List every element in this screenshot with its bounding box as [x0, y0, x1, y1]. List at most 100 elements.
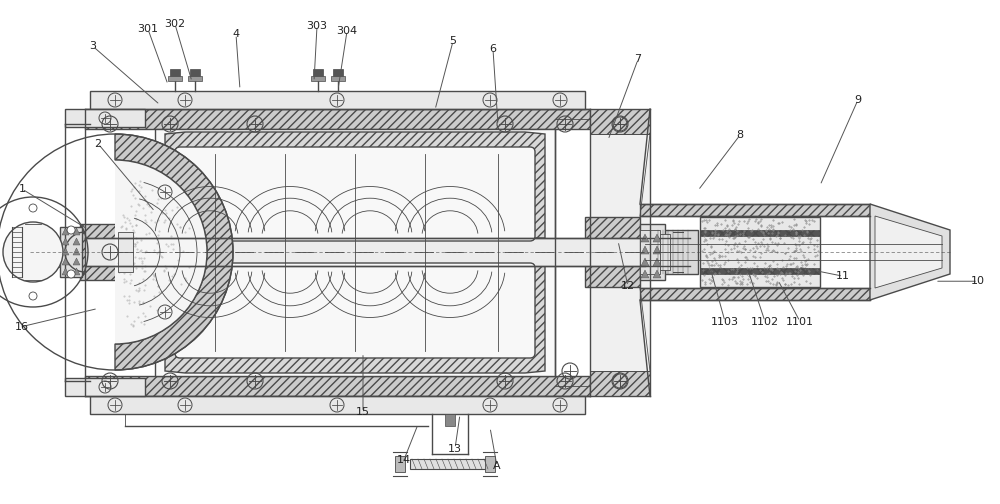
Bar	[395, 456, 405, 472]
Polygon shape	[165, 132, 545, 238]
Polygon shape	[641, 234, 649, 242]
Bar	[419, 154, 431, 236]
Bar	[640, 230, 660, 274]
Bar	[700, 230, 820, 236]
Text: 12: 12	[621, 281, 635, 291]
Bar	[590, 109, 650, 134]
Text: 3: 3	[90, 41, 96, 51]
Bar	[80, 224, 118, 280]
Polygon shape	[653, 246, 661, 254]
Bar	[190, 69, 200, 77]
Bar	[700, 268, 820, 274]
Polygon shape	[62, 268, 69, 275]
FancyBboxPatch shape	[175, 263, 535, 358]
Text: 303: 303	[306, 21, 328, 31]
Text: 13: 13	[448, 444, 462, 454]
Bar	[349, 154, 361, 236]
Text: 1101: 1101	[786, 317, 814, 327]
Bar	[60, 227, 82, 277]
Bar	[349, 268, 361, 353]
Polygon shape	[62, 258, 69, 265]
Text: 8: 8	[736, 130, 744, 140]
Text: 9: 9	[854, 95, 862, 105]
Bar	[640, 224, 665, 280]
Text: 6: 6	[490, 44, 496, 54]
Text: 14: 14	[397, 455, 411, 465]
Text: 15: 15	[356, 407, 370, 417]
Circle shape	[3, 222, 63, 282]
Bar	[585, 217, 640, 287]
Bar	[485, 456, 495, 472]
Text: 5: 5	[450, 36, 456, 46]
Bar	[419, 268, 431, 353]
Bar	[65, 109, 145, 127]
Bar	[658, 232, 693, 272]
Text: 7: 7	[634, 54, 642, 65]
Bar	[333, 69, 343, 77]
Bar	[313, 69, 323, 77]
Polygon shape	[641, 246, 649, 254]
Text: 10: 10	[971, 276, 985, 286]
Polygon shape	[73, 228, 80, 235]
Text: A: A	[493, 461, 501, 471]
Polygon shape	[73, 248, 80, 255]
Text: 302: 302	[164, 19, 186, 29]
Polygon shape	[62, 238, 69, 245]
Bar	[90, 91, 585, 109]
Text: 1102: 1102	[751, 317, 779, 327]
Circle shape	[29, 292, 37, 300]
Polygon shape	[641, 270, 649, 278]
Bar	[168, 76, 182, 81]
Bar	[65, 378, 145, 396]
Bar	[45, 237, 60, 267]
Text: 2: 2	[94, 139, 102, 149]
Polygon shape	[73, 258, 80, 265]
Polygon shape	[653, 258, 661, 266]
Text: 16: 16	[15, 322, 29, 332]
Polygon shape	[73, 268, 80, 275]
Polygon shape	[653, 270, 661, 278]
Text: 11: 11	[836, 271, 850, 281]
Bar	[640, 288, 870, 300]
Bar	[85, 109, 590, 129]
Bar	[445, 414, 455, 426]
Bar	[410, 459, 490, 469]
Bar	[170, 69, 180, 77]
Text: 4: 4	[232, 29, 240, 39]
Bar	[660, 234, 670, 270]
Bar	[85, 376, 590, 396]
Bar	[590, 371, 650, 396]
Text: 301: 301	[138, 24, 158, 34]
Circle shape	[67, 226, 75, 234]
Polygon shape	[62, 248, 69, 255]
Polygon shape	[165, 266, 545, 373]
Circle shape	[67, 270, 75, 278]
Bar	[279, 154, 291, 236]
Text: 1: 1	[18, 184, 26, 194]
Polygon shape	[62, 228, 69, 235]
Bar	[311, 76, 325, 81]
FancyBboxPatch shape	[175, 147, 535, 241]
Polygon shape	[870, 204, 950, 300]
Bar	[188, 76, 202, 81]
Bar	[85, 238, 690, 266]
Polygon shape	[653, 234, 661, 242]
Wedge shape	[115, 160, 207, 344]
Wedge shape	[115, 134, 233, 370]
Bar	[590, 109, 650, 396]
Text: 1103: 1103	[711, 317, 739, 327]
Text: 304: 304	[336, 26, 358, 36]
Bar	[118, 232, 133, 272]
Bar	[492, 154, 504, 236]
Bar	[209, 268, 221, 353]
Polygon shape	[73, 238, 80, 245]
Bar	[492, 268, 504, 353]
Circle shape	[29, 204, 37, 212]
Bar	[209, 154, 221, 236]
Polygon shape	[641, 258, 649, 266]
Bar	[658, 230, 698, 274]
Bar	[700, 217, 820, 287]
Polygon shape	[875, 216, 942, 288]
Bar	[331, 76, 345, 81]
Bar	[279, 268, 291, 353]
